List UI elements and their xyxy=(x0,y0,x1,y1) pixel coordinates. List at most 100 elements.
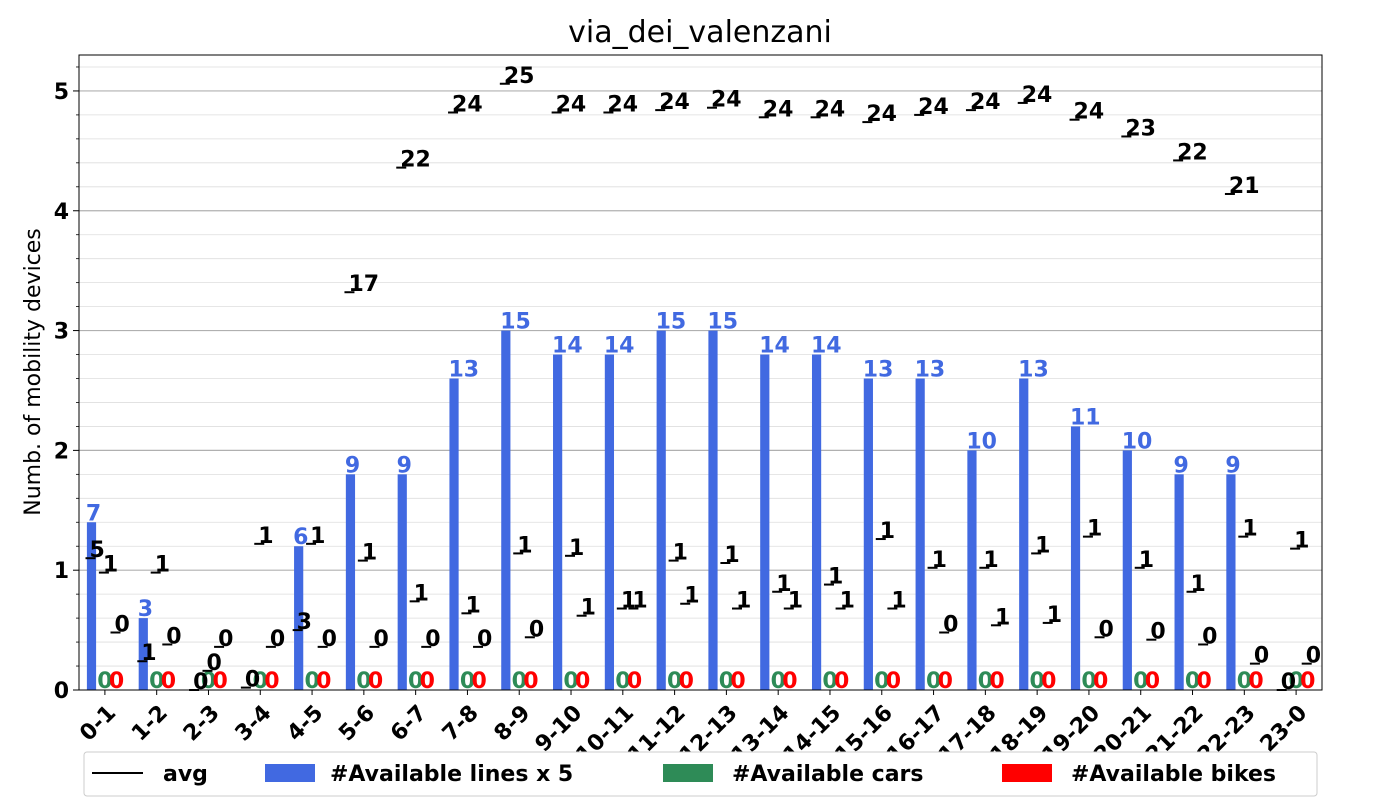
data-label: 0 xyxy=(1197,669,1212,694)
data-label: 0 xyxy=(627,669,642,694)
avg-label: 24 xyxy=(452,93,483,118)
data-label: 0 xyxy=(304,669,319,694)
bar xyxy=(397,474,407,690)
legend-lines-swatch xyxy=(265,764,315,782)
avg-label: 0 xyxy=(1306,644,1321,669)
avg-label: 21 xyxy=(1229,174,1260,199)
avg-label: 24 xyxy=(970,90,1001,115)
legend-lines-label: #Available lines x 5 xyxy=(330,762,573,787)
plot-frame xyxy=(78,54,1323,691)
bar xyxy=(345,474,356,690)
avg-label: 1 xyxy=(517,533,532,558)
data-label: 0 xyxy=(356,669,371,694)
bar xyxy=(1070,426,1081,690)
avg-label: 1 xyxy=(724,543,739,568)
avg-label: 1 xyxy=(414,581,429,606)
data-label: 14 xyxy=(811,334,842,359)
avg-label: 1 xyxy=(1035,533,1050,558)
data-label: 14 xyxy=(552,334,583,359)
data-label: 9 xyxy=(345,453,360,478)
avg-label: 0 xyxy=(193,670,208,695)
avg-label: 1 xyxy=(840,589,855,614)
data-label: 0 xyxy=(926,669,941,694)
bar xyxy=(1226,474,1236,690)
avg-label: 22 xyxy=(1177,140,1208,165)
legend-cars-label: #Available cars xyxy=(732,762,924,787)
avg-label: 1 xyxy=(673,541,688,566)
bar xyxy=(708,330,718,690)
avg-label: 24 xyxy=(763,97,794,122)
avg-label: 0 xyxy=(1099,617,1114,642)
avg-label: 24 xyxy=(866,102,897,127)
avg-label: 24 xyxy=(918,95,949,120)
avg-label: 1 xyxy=(1087,517,1102,542)
avg-label: 1 xyxy=(788,589,803,614)
data-label: 7 xyxy=(86,501,101,526)
data-label: 0 xyxy=(408,669,423,694)
avg-label: 0 xyxy=(114,612,129,637)
avg-label: 3 xyxy=(297,610,312,635)
y-tick-label: 1 xyxy=(54,559,69,584)
bar xyxy=(553,354,563,690)
data-label: 0 xyxy=(1133,669,1148,694)
data-label: 10 xyxy=(1122,429,1153,454)
avg-label: 0 xyxy=(206,651,221,676)
bar xyxy=(967,450,977,690)
data-label: 0 xyxy=(1030,669,1045,694)
data-label: 0 xyxy=(1041,669,1056,694)
avg-label: 1 xyxy=(995,605,1010,630)
avg-label: 1 xyxy=(310,524,325,549)
data-label: 0 xyxy=(1300,669,1315,694)
data-label: 0 xyxy=(460,669,475,694)
avg-label: 0 xyxy=(1254,644,1269,669)
avg-label: 1 xyxy=(581,596,596,621)
bar xyxy=(138,618,148,690)
data-label: 10 xyxy=(966,429,997,454)
data-label: 0 xyxy=(523,669,538,694)
avg-label: 0 xyxy=(373,627,388,652)
avg-label: 0 xyxy=(166,624,181,649)
data-label: 0 xyxy=(368,669,383,694)
grid-lines xyxy=(79,66,1322,667)
y-tick-label: 0 xyxy=(54,679,69,704)
avg-label: 1 xyxy=(569,536,584,561)
bar xyxy=(656,330,666,690)
data-label: 0 xyxy=(1237,669,1252,694)
data-label: 0 xyxy=(667,669,682,694)
avg-label: 25 xyxy=(504,64,535,89)
bar xyxy=(449,378,459,690)
data-label: 0 xyxy=(201,669,216,694)
data-label: 9 xyxy=(1174,453,1189,478)
data-label: 0 xyxy=(149,669,164,694)
bar xyxy=(760,354,770,690)
avg-label: 0 xyxy=(529,617,544,642)
y-tick-label: 5 xyxy=(54,80,69,105)
y-tick-label: 3 xyxy=(54,320,69,345)
bar xyxy=(1122,450,1132,690)
avg-label: 1 xyxy=(736,589,751,614)
bar xyxy=(863,378,873,690)
avg-label: 0 xyxy=(1281,670,1296,695)
avg-markers-layer: 5101100000103101710221024102510241124112… xyxy=(85,64,1321,695)
legend-bikes-swatch xyxy=(1002,764,1052,782)
avg-label: 1 xyxy=(465,593,480,618)
data-label: 0 xyxy=(822,669,837,694)
y-tick-label: 2 xyxy=(54,439,69,464)
data-label: 0 xyxy=(1185,669,1200,694)
data-label: 14 xyxy=(759,334,790,359)
avg-label: 1 xyxy=(828,565,843,590)
avg-label: 0 xyxy=(322,627,337,652)
legend: avg #Available lines x 5 #Available cars… xyxy=(83,751,1318,797)
avg-label: 24 xyxy=(607,93,638,118)
bar xyxy=(915,378,925,690)
avg-label: 0 xyxy=(943,612,958,637)
data-label: 15 xyxy=(500,310,531,335)
data-label: 9 xyxy=(1225,453,1240,478)
avg-label: 0 xyxy=(425,627,440,652)
data-label: 0 xyxy=(512,669,527,694)
data-label: 13 xyxy=(1018,357,1049,382)
avg-label: 5 xyxy=(89,538,104,563)
data-label: 0 xyxy=(109,669,124,694)
